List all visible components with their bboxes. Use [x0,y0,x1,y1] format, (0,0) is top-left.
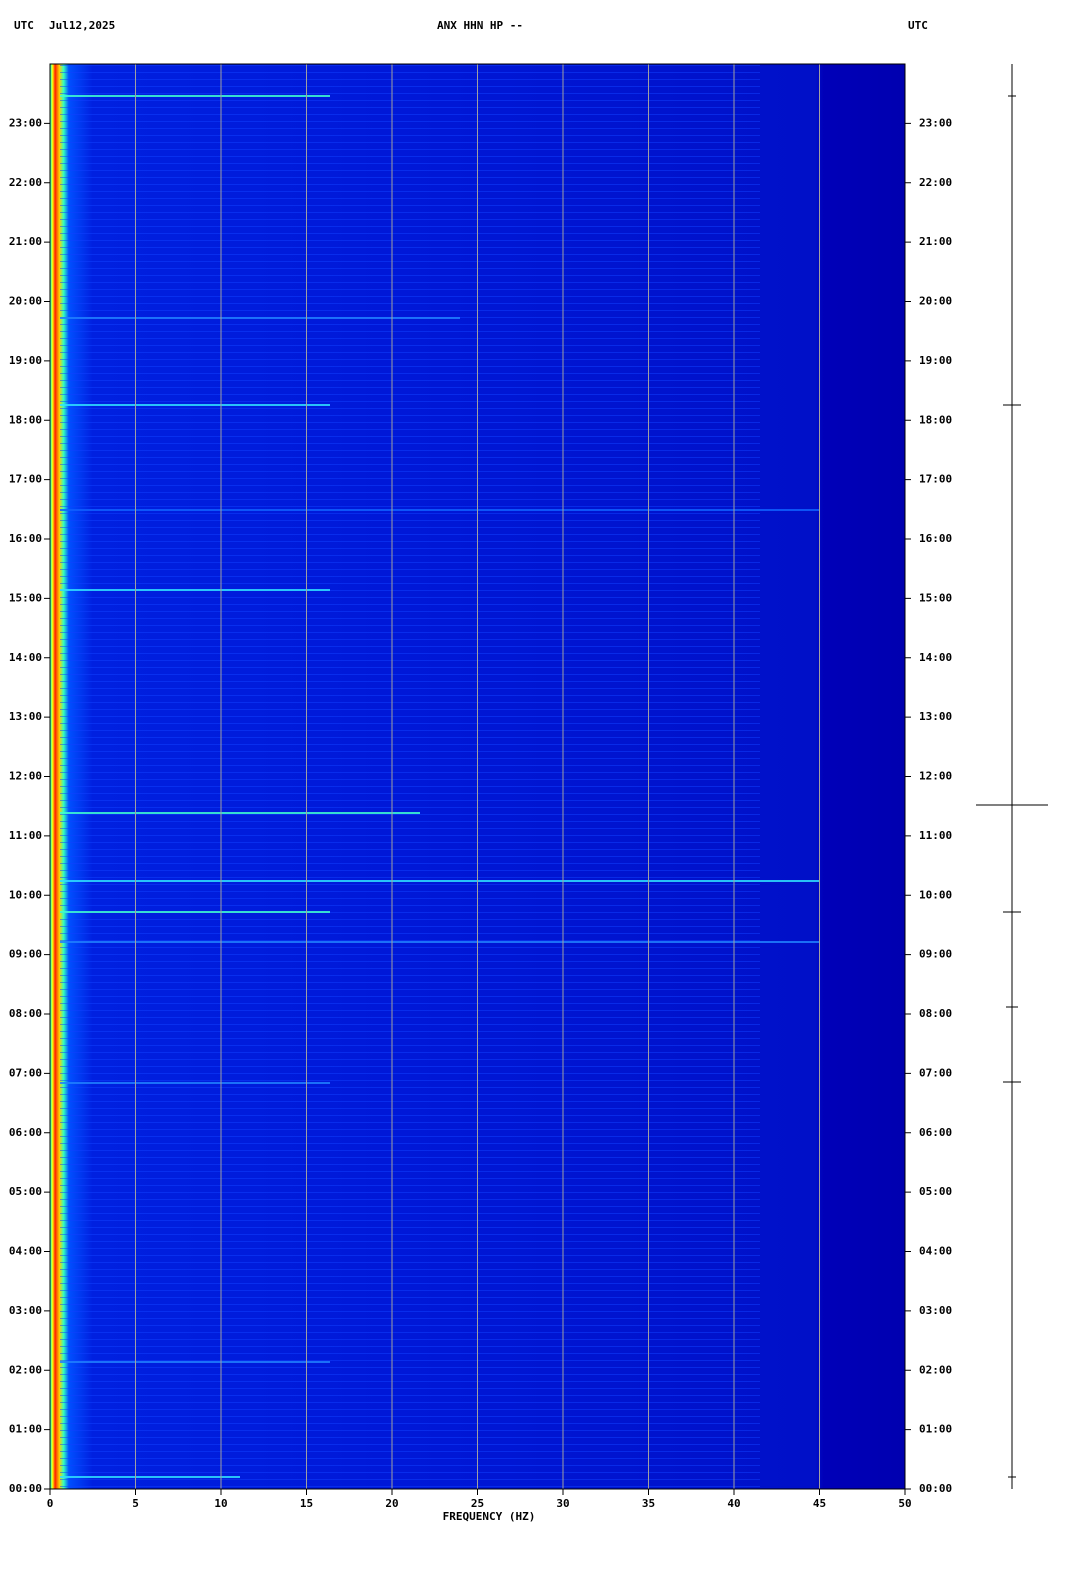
chart-title: ANX HHN HP -- [437,19,523,32]
y-tick-label-right: 12:00 [919,770,952,783]
y-tick-label: 21:00 [9,235,42,248]
y-tick-label-right: 10:00 [919,888,952,901]
x-tick-label: 0 [47,1497,54,1510]
y-tick-label: 07:00 [9,1066,42,1079]
y-tick-label: 01:00 [9,1423,42,1436]
x-tick-label: 25 [471,1497,484,1510]
y-tick-label-right: 21:00 [919,235,952,248]
y-tick-label-right: 17:00 [919,473,952,486]
y-tick-label: 00:00 [9,1482,42,1495]
y-tick-label-right: 23:00 [919,116,952,129]
y-tick-label-right: 03:00 [919,1304,952,1317]
y-tick-label-right: 14:00 [919,651,952,664]
y-tick-label-right: 02:00 [919,1363,952,1376]
y-tick-label-right: 05:00 [919,1185,952,1198]
y-tick-label-right: 00:00 [919,1482,952,1495]
x-tick-label: 15 [300,1497,313,1510]
y-tick-label: 13:00 [9,710,42,723]
y-tick-label-right: 13:00 [919,710,952,723]
y-tick-label: 11:00 [9,829,42,842]
y-tick-label-right: 11:00 [919,829,952,842]
y-tick-label: 15:00 [9,591,42,604]
y-tick-label-right: 08:00 [919,1007,952,1020]
x-tick-label: 50 [898,1497,911,1510]
grid [135,64,820,1489]
y-tick-label: 17:00 [9,473,42,486]
y-tick-label: 10:00 [9,888,42,901]
seismogram-trace [976,64,1048,1489]
x-tick-label: 45 [813,1497,826,1510]
y-tick-label-right: 20:00 [919,295,952,308]
time-zone-left: UTC [14,19,34,32]
y-tick-label: 09:00 [9,948,42,961]
y-tick-label: 22:00 [9,176,42,189]
y-tick-label: 04:00 [9,1245,42,1258]
y-tick-label-right: 22:00 [919,176,952,189]
y-tick-label: 12:00 [9,770,42,783]
y-tick-label-right: 04:00 [919,1245,952,1258]
y-tick-label-right: 18:00 [919,413,952,426]
y-tick-label: 16:00 [9,532,42,545]
date: Jul12,2025 [49,19,115,32]
y-tick-label: 23:00 [9,116,42,129]
y-tick-label-right: 09:00 [919,948,952,961]
y-tick-label-right: 07:00 [919,1066,952,1079]
y-tick-label: 08:00 [9,1007,42,1020]
y-tick-label: 19:00 [9,354,42,367]
y-tick-label: 03:00 [9,1304,42,1317]
y-tick-label: 05:00 [9,1185,42,1198]
x-tick-label: 5 [132,1497,139,1510]
x-axis-label: FREQUENCY (HZ) [443,1510,536,1523]
x-tick-label: 35 [642,1497,655,1510]
y-tick-label: 18:00 [9,413,42,426]
x-tick-label: 30 [556,1497,569,1510]
x-tick-label: 40 [727,1497,740,1510]
y-tick-label-right: 15:00 [919,591,952,604]
x-tick-label: 20 [385,1497,398,1510]
y-tick-label-right: 19:00 [919,354,952,367]
y-tick-label-right: 16:00 [919,532,952,545]
time-zone-right: UTC [908,19,928,32]
y-tick-label: 14:00 [9,651,42,664]
y-tick-label-right: 01:00 [919,1423,952,1436]
y-tick-label: 02:00 [9,1363,42,1376]
y-tick-label: 06:00 [9,1126,42,1139]
x-tick-label: 10 [214,1497,227,1510]
y-tick-label-right: 06:00 [919,1126,952,1139]
y-tick-label: 20:00 [9,295,42,308]
